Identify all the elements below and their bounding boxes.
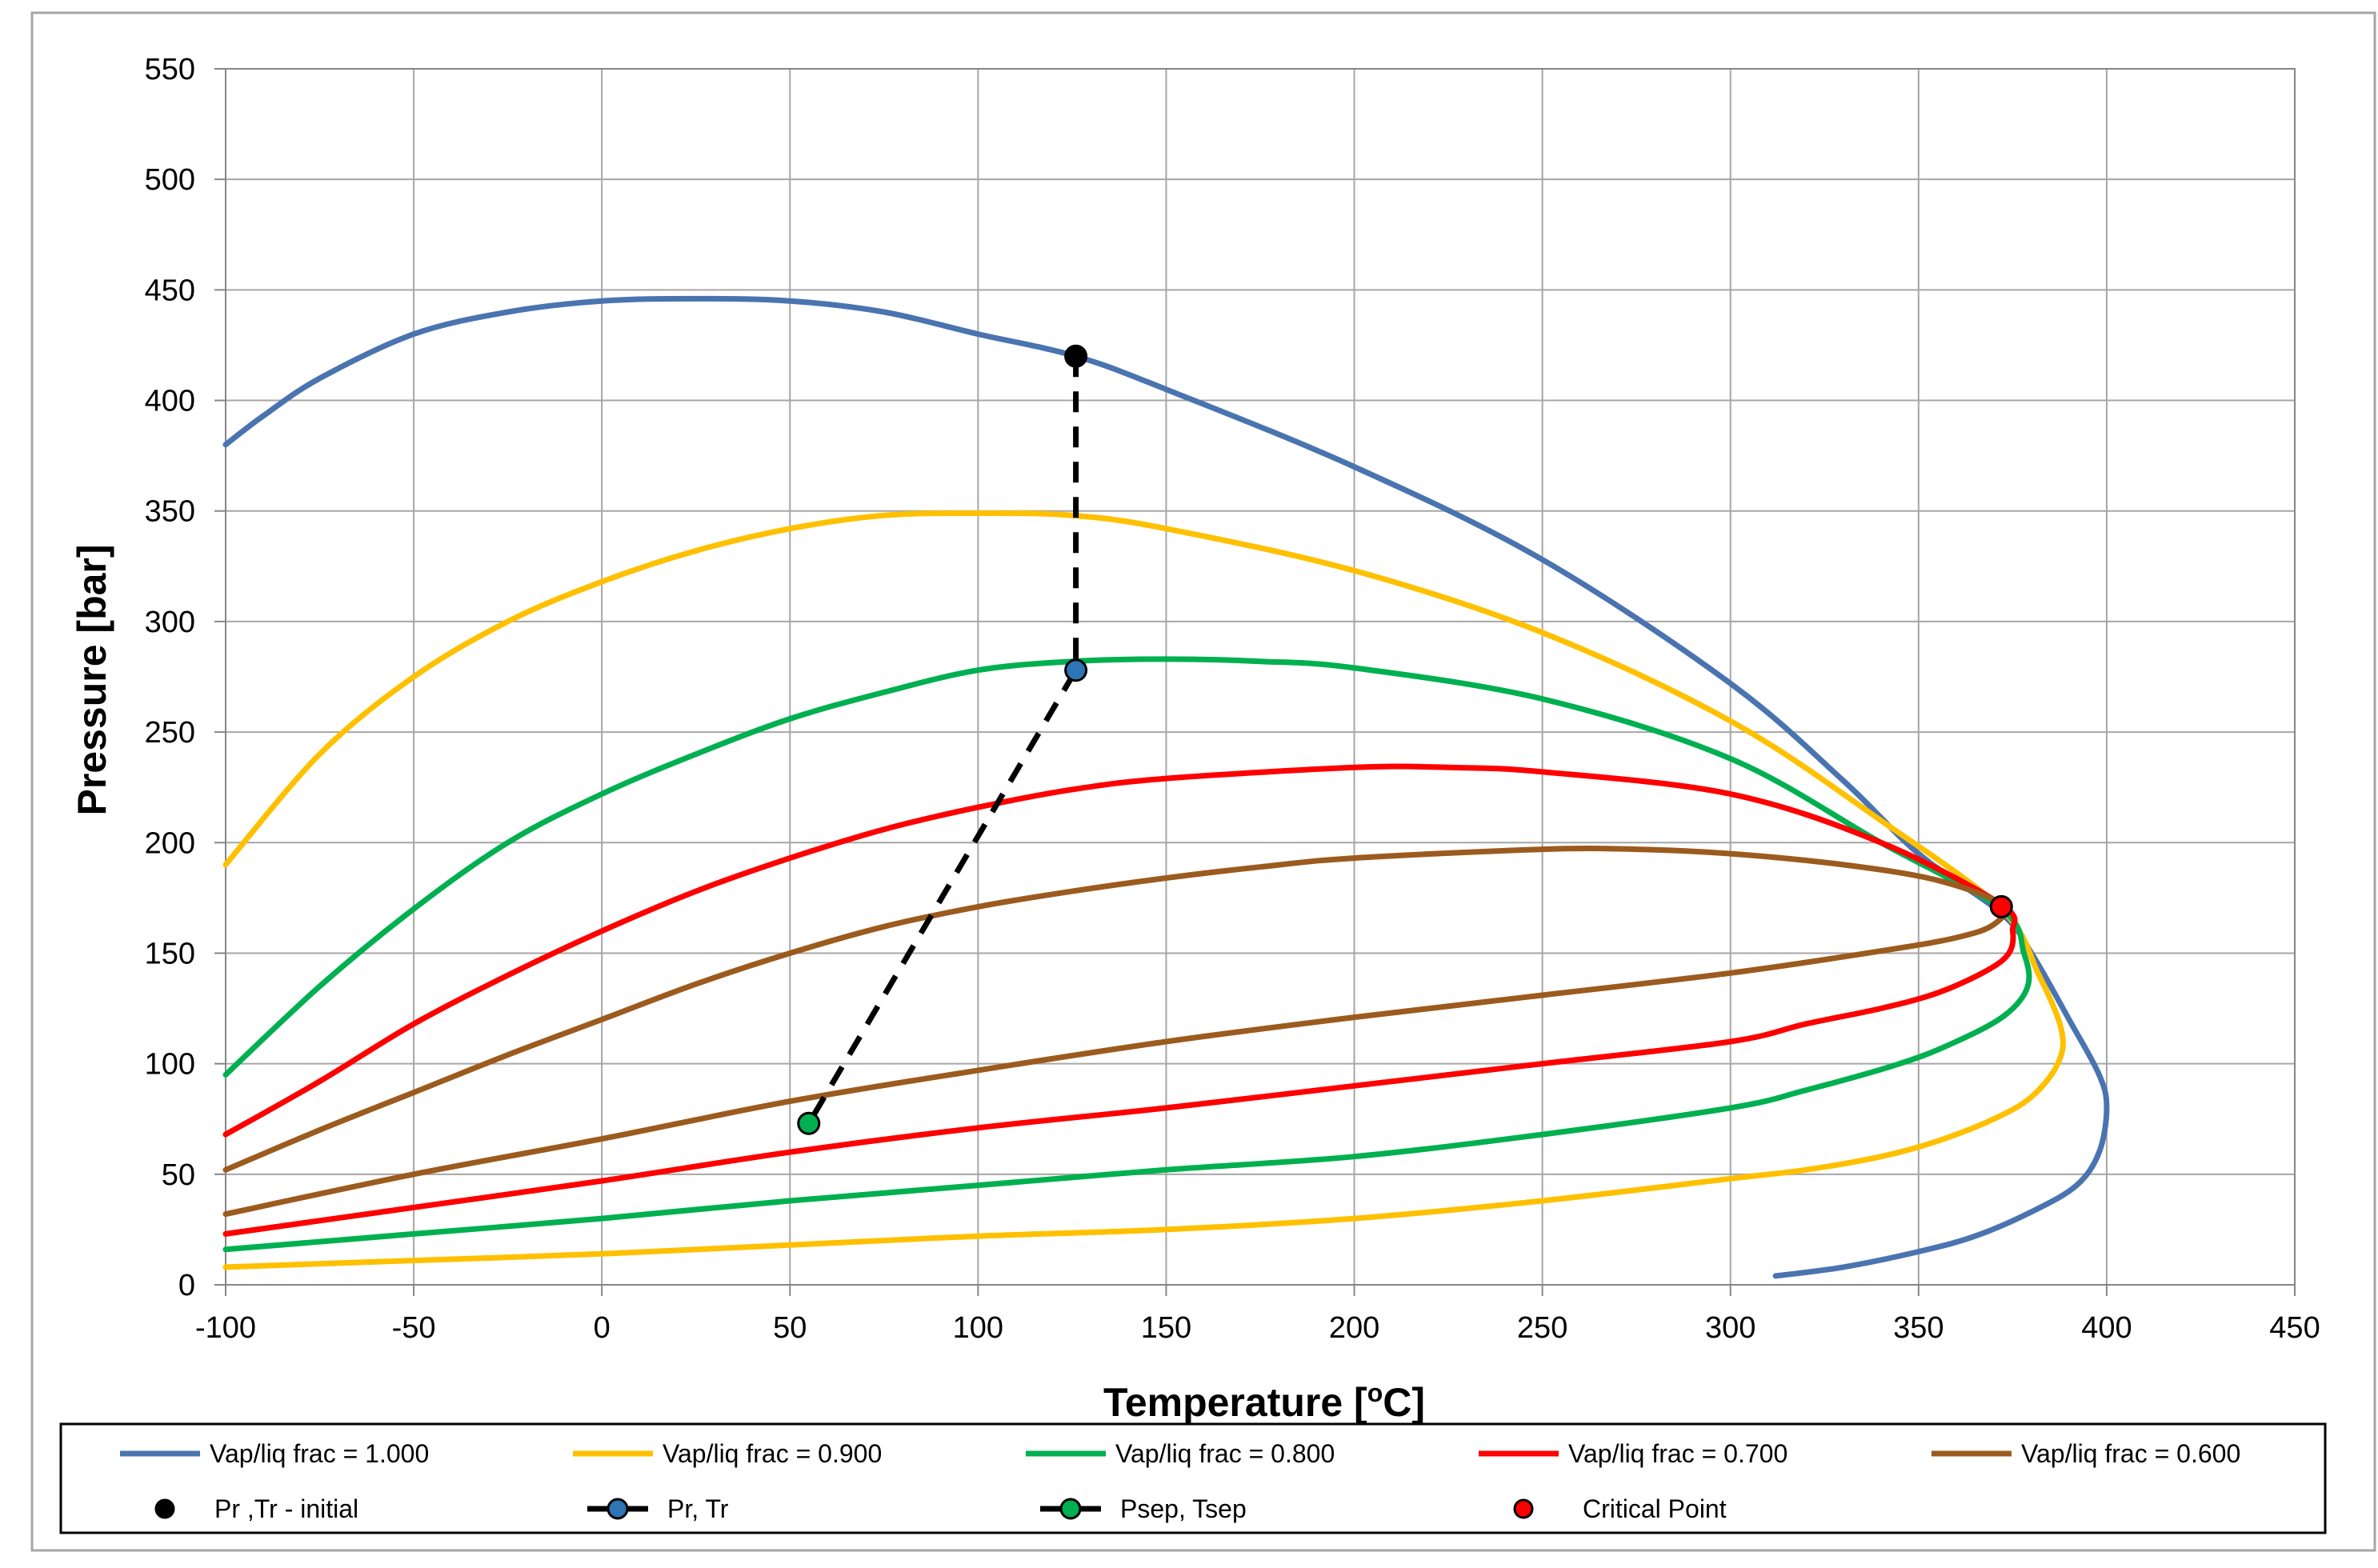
- y-tick-label: 200: [145, 826, 195, 860]
- legend: Vap/liq frac = 1.000 Vap/liq frac = 0.900…: [120, 1439, 2240, 1523]
- legend-label: Vap/liq frac = 0.800: [1115, 1439, 1335, 1468]
- x-tick-label: 300: [1705, 1311, 1755, 1345]
- marker-point-3: [797, 1111, 821, 1135]
- y-tick-label: 550: [145, 53, 195, 86]
- series-line-5: [222, 845, 2008, 1218]
- x-tick-label: 350: [1893, 1311, 1944, 1345]
- x-tick-label: -50: [392, 1311, 436, 1345]
- legend-label: Vap/liq frac = 1.000: [210, 1439, 429, 1468]
- x-tick-label: 0: [594, 1311, 611, 1345]
- legend-box: [59, 1422, 2327, 1534]
- grid-layer: [214, 68, 2296, 1296]
- y-tick-label: 350: [145, 495, 195, 529]
- series-layer: [222, 295, 2110, 1279]
- x-tick-label: -100: [195, 1311, 256, 1345]
- x-tick-label: 150: [1141, 1311, 1191, 1345]
- y-tick-label: 150: [145, 937, 195, 970]
- legend-swatch-marker: [1059, 1498, 1082, 1520]
- marker-layer: [797, 344, 2013, 1135]
- legend-label: Critical Point: [1583, 1494, 1727, 1523]
- y-tick-label: 500: [145, 163, 195, 197]
- y-tick-label: 300: [145, 606, 195, 639]
- legend-label: Pr ,Tr - initial: [214, 1494, 358, 1523]
- marker-point-4: [1989, 894, 2013, 918]
- legend-item-8: Psep, Tsep: [1040, 1494, 1247, 1523]
- x-axis-title-end: C]: [1383, 1380, 1425, 1425]
- x-tick-label: 250: [1517, 1311, 1567, 1345]
- marker-point-1: [1064, 344, 1088, 368]
- x-tick-label: 50: [773, 1311, 807, 1345]
- legend-item-1: Vap/liq frac = 1.000: [120, 1439, 429, 1468]
- chart-outer-border: [30, 11, 2376, 1552]
- series-line-1: [222, 295, 2110, 1279]
- y-tick-label: 250: [145, 716, 195, 750]
- series-line-4: [222, 763, 2018, 1237]
- legend-item-9: Critical Point: [1513, 1494, 1727, 1523]
- x-tick-label: 450: [2269, 1311, 2320, 1345]
- y-axis-title: Pressure [bar]: [70, 544, 114, 815]
- legend-item-3: Vap/liq frac = 0.800: [1026, 1439, 1335, 1468]
- x-tick-label: 400: [2081, 1311, 2132, 1345]
- plot-area-border: [225, 68, 2296, 1286]
- x-axis-title: Temperature [oC]: [1103, 1378, 1425, 1425]
- y-tick-label: 450: [145, 274, 195, 307]
- legend-item-7: Pr, Tr: [587, 1494, 729, 1523]
- x-tick-label: 200: [1329, 1311, 1379, 1345]
- y-tick-label: 0: [178, 1269, 195, 1302]
- legend-item-2: Vap/liq frac = 0.900: [573, 1439, 882, 1468]
- y-tick-label: 100: [145, 1048, 195, 1082]
- y-tick-label: 50: [162, 1158, 195, 1192]
- legend-label: Vap/liq frac = 0.900: [663, 1439, 882, 1468]
- legend-swatch-marker: [607, 1498, 629, 1520]
- legend-label: Pr, Tr: [667, 1494, 729, 1523]
- legend-item-6: Pr ,Tr - initial: [154, 1494, 358, 1523]
- x-axis-title-main: Temperature [: [1103, 1380, 1367, 1425]
- marker-point-2: [1064, 658, 1088, 682]
- legend-swatch-marker: [154, 1498, 175, 1519]
- series-line-2: [222, 510, 2066, 1270]
- legend-item-4: Vap/liq frac = 0.700: [1479, 1439, 1788, 1468]
- y-tick-label: 400: [145, 385, 195, 418]
- legend-label: Vap/liq frac = 0.600: [2021, 1439, 2240, 1468]
- legend-item-5: Vap/liq frac = 0.600: [1932, 1439, 2240, 1468]
- legend-label: Vap/liq frac = 0.700: [1568, 1439, 1788, 1468]
- legend-label: Psep, Tsep: [1120, 1494, 1247, 1523]
- legend-swatch-marker: [1513, 1498, 1534, 1519]
- x-tick-label: 100: [953, 1311, 1003, 1345]
- x-axis-title-sup: o: [1367, 1378, 1383, 1407]
